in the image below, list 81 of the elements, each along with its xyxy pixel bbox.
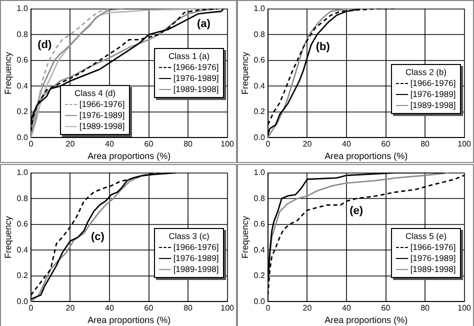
- annotation: (e): [350, 205, 364, 218]
- x-tick-label: 100: [458, 140, 472, 149]
- y-axis-title: Frequency: [240, 215, 250, 258]
- x-tick-label: 60: [381, 304, 391, 313]
- x-tick-label: 0: [266, 304, 271, 313]
- x-tick-label: 40: [105, 304, 114, 313]
- x-tick-label: 80: [420, 304, 430, 313]
- y-tick-label: 1.0: [254, 4, 266, 14]
- x-axis-title: Area proportions (%): [88, 151, 171, 162]
- y-tick-label: 0.6: [16, 56, 28, 65]
- y-tick-label: 1.0: [254, 168, 266, 178]
- y-tick-label: 0.6: [16, 220, 28, 229]
- y-tick-label: 1.0: [16, 168, 28, 178]
- legend-label: [1966-1976]: [173, 242, 219, 253]
- x-axis-title: Area proportions (%): [88, 315, 171, 326]
- legend-label: [1966-1976]: [79, 98, 125, 110]
- annotation: (c): [90, 231, 104, 244]
- x-tick-label: 40: [105, 140, 114, 149]
- legend-title: Class 1 (a): [167, 51, 211, 62]
- x-tick-label: 40: [342, 140, 352, 149]
- y-tick-label: 0.4: [254, 245, 266, 254]
- y-axis-title: Frequency: [2, 215, 13, 258]
- x-tick-label: 20: [66, 304, 76, 313]
- x-tick-label: 20: [302, 304, 312, 313]
- legend-label: [1989-1998]: [410, 264, 456, 275]
- legend-label: [1989-1998]: [173, 264, 219, 275]
- x-tick-label: 100: [220, 140, 235, 149]
- y-axis-title: Frequency: [2, 51, 13, 94]
- x-tick-label: 0: [266, 140, 271, 149]
- y-tick-label: 1.0: [16, 4, 28, 14]
- y-tick-label: 0.8: [16, 30, 28, 39]
- x-axis-title: Area proportions (%): [324, 151, 408, 162]
- y-tick-label: 0.4: [16, 245, 28, 254]
- annotation: (b): [316, 41, 330, 54]
- x-tick-label: 60: [144, 140, 154, 149]
- legend-title: Class 5 (e): [404, 230, 448, 242]
- legend-label: [1966-1976]: [410, 242, 456, 253]
- x-tick-label: 40: [342, 304, 352, 313]
- legend-label: [1989-1998]: [410, 100, 456, 111]
- legend-title: Class 2 (b): [404, 66, 448, 78]
- y-tick-label: 0.2: [254, 271, 266, 280]
- legend-title: Class 3 (c): [168, 230, 210, 242]
- y-tick-label: 0.0: [16, 296, 28, 306]
- x-tick-label: 20: [66, 140, 76, 149]
- x-tick-label: 20: [302, 140, 312, 149]
- y-tick-label: 0.8: [16, 194, 28, 203]
- y-tick-label: 0.0: [254, 132, 266, 142]
- y-tick-label: 0.4: [254, 81, 266, 90]
- x-tick-label: 80: [184, 304, 194, 313]
- legend-label: [1989-1998]: [79, 120, 125, 132]
- y-tick-label: 0.2: [254, 107, 266, 116]
- x-tick-label: 60: [144, 304, 154, 313]
- x-tick-label: 100: [458, 304, 472, 313]
- y-tick-label: 0.0: [254, 296, 266, 306]
- legend-label: [1966-1976]: [173, 62, 219, 74]
- y-tick-label: 0.0: [16, 132, 28, 142]
- legend-label: [1989-1998]: [173, 84, 219, 96]
- x-tick-label: 80: [420, 140, 430, 149]
- x-tick-label: 100: [220, 304, 235, 313]
- legend-label: [1976-1989]: [410, 88, 456, 100]
- x-axis-title: Area proportions (%): [324, 315, 408, 326]
- y-tick-label: 0.8: [254, 194, 266, 203]
- y-tick-label: 0.2: [16, 271, 28, 280]
- y-tick-label: 0.6: [254, 220, 266, 229]
- y-tick-label: 0.8: [254, 30, 266, 39]
- y-tick-label: 0.6: [254, 56, 266, 65]
- legend-label: [1976-1989]: [173, 73, 219, 84]
- legend-label: [1976-1989]: [79, 110, 125, 121]
- x-tick-label: 0: [28, 304, 34, 313]
- x-tick-label: 0: [28, 140, 34, 149]
- y-axis-title: Frequency: [240, 51, 250, 94]
- legend-label: [1976-1989]: [410, 252, 456, 264]
- x-tick-label: 80: [184, 140, 194, 149]
- annotation: (a): [197, 18, 210, 30]
- x-tick-label: 60: [381, 140, 391, 149]
- legend-label: [1976-1989]: [173, 252, 219, 264]
- annotation: (d): [38, 38, 52, 51]
- y-tick-label: 0.2: [16, 107, 28, 116]
- y-tick-label: 0.4: [16, 81, 28, 90]
- annotation: Class 4 (d): [74, 88, 117, 99]
- legend-label: [1966-1976]: [410, 78, 456, 89]
